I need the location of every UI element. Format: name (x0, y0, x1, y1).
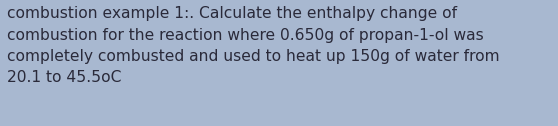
Text: combustion example 1:. Calculate the enthalpy change of
combustion for the react: combustion example 1:. Calculate the ent… (7, 6, 500, 85)
